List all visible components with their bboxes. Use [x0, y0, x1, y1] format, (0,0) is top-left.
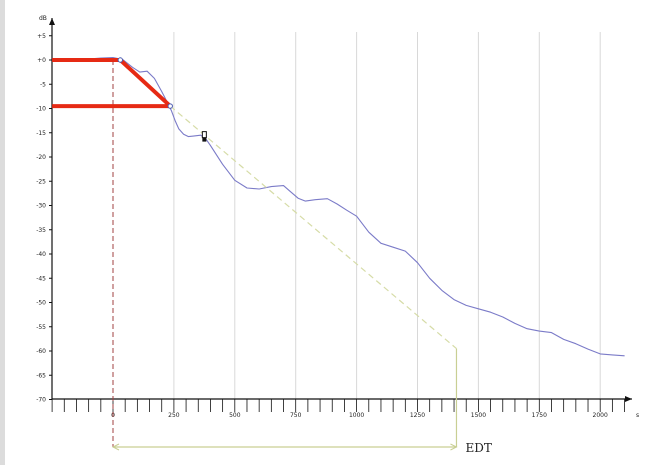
x-tick-label: 1500 — [471, 412, 486, 419]
x-tick-label: 750 — [290, 412, 302, 419]
decay-point — [167, 103, 173, 109]
decay-point — [117, 57, 124, 63]
y-tick-label: -35 — [36, 227, 46, 234]
x-axis-arrow — [625, 396, 632, 402]
edt-regression-line — [169, 105, 457, 350]
y-tick-label: -10 — [36, 106, 46, 113]
axes — [49, 18, 632, 451]
x-tick-label: 500 — [229, 412, 241, 419]
y-tick-label: -5 — [40, 81, 46, 88]
y-axis-arrow — [49, 18, 55, 25]
decay-chart: +5 +0 -5 -10 -15 -20 -25 -30 -35 -40 -45 -50 -55 -60 -… — [36, 15, 639, 455]
y-tick-label: -30 — [36, 203, 46, 210]
y-tick-label: +5 — [37, 33, 46, 40]
edt-arrow-left — [111, 443, 120, 451]
y-tick-label: +0 — [37, 57, 46, 64]
x-tick-label: 1000 — [349, 412, 364, 419]
y-tick-label: -65 — [36, 372, 46, 379]
y-tick-label: -20 — [36, 154, 46, 161]
x-axis-label: s — [636, 412, 639, 419]
y-tick-label: -40 — [36, 251, 46, 258]
x-tick-label: 1750 — [532, 412, 547, 419]
y-tick-label: -70 — [36, 397, 46, 404]
y-axis-label: dB — [39, 15, 47, 22]
y-tick-label: -60 — [36, 348, 46, 355]
y-tick-label: -55 — [36, 324, 46, 331]
series — [52, 57, 625, 357]
edt-marker-line — [118, 58, 172, 108]
y-tick-label: -45 — [36, 275, 46, 282]
x-tick-label: 2000 — [593, 412, 608, 419]
x-tick-label: 1250 — [410, 412, 425, 419]
y-tick-label: -50 — [36, 300, 46, 307]
cursor-marker — [202, 137, 207, 142]
y-tick-label: -25 — [36, 178, 46, 185]
edt-arrow-right — [450, 443, 458, 451]
edt-label: EDT — [465, 441, 491, 455]
decay-curve — [52, 57, 625, 357]
x-tick-label: 250 — [168, 412, 180, 419]
grid — [173, 32, 601, 399]
y-tick-label: -15 — [36, 130, 46, 137]
cursor-icon — [201, 131, 207, 139]
y-axis-ticks: +5 +0 -5 -10 -15 -20 -25 -30 -35 -40 -45 -50 -55 -60 -… — [36, 33, 52, 404]
